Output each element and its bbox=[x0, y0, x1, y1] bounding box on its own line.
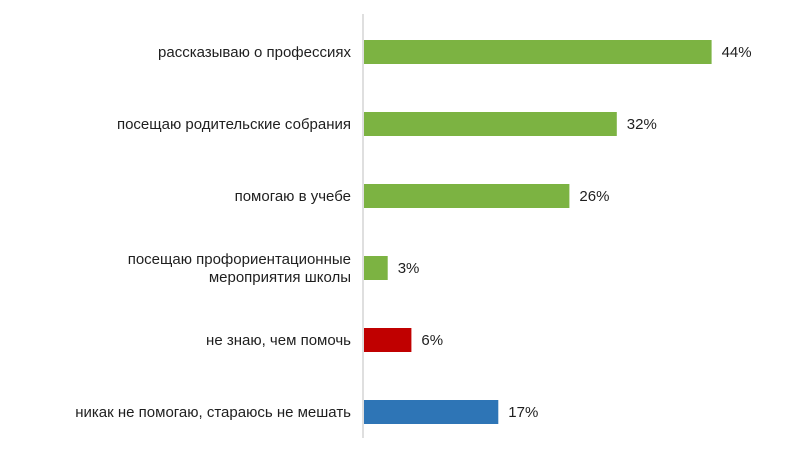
bars-layer bbox=[364, 40, 712, 424]
category-label-line: рассказываю о профессиях bbox=[158, 44, 351, 61]
bar-2 bbox=[364, 184, 570, 208]
category-label-line: посещаю профориентационные bbox=[128, 251, 351, 268]
category-label-5: никак не помогаю, стараюсь не мешать bbox=[75, 404, 351, 421]
category-label-line: посещаю родительские собрания bbox=[117, 116, 351, 133]
value-label-1: 32% bbox=[627, 116, 657, 133]
value-label-3: 3% bbox=[398, 260, 420, 277]
category-label-line: помогаю в учебе bbox=[235, 188, 351, 205]
bar-1 bbox=[364, 112, 617, 136]
category-label-3: посещаю профориентационные мероприятия шк… bbox=[128, 251, 351, 286]
category-label-2: помогаю в учебе bbox=[235, 188, 351, 205]
category-label-4: не знаю, чем помочь bbox=[206, 332, 351, 349]
bar-5 bbox=[364, 400, 499, 424]
category-label-line: не знаю, чем помочь bbox=[206, 332, 351, 349]
value-label-5: 17% bbox=[508, 404, 538, 421]
category-label-line: никак не помогаю, стараюсь не мешать bbox=[75, 404, 351, 421]
category-label-line: мероприятия школы bbox=[209, 269, 351, 286]
value-label-0: 44% bbox=[722, 44, 752, 61]
bar-4 bbox=[364, 328, 412, 352]
labels-layer: рассказываю о профессиях 44% посещаю родит… bbox=[75, 44, 751, 421]
category-label-1: посещаю родительские собрания bbox=[117, 116, 351, 133]
value-label-2: 26% bbox=[579, 188, 609, 205]
value-label-4: 6% bbox=[421, 332, 443, 349]
category-label-0: рассказываю о профессиях bbox=[158, 44, 351, 61]
bar-0 bbox=[364, 40, 712, 64]
bar-3 bbox=[364, 256, 388, 280]
